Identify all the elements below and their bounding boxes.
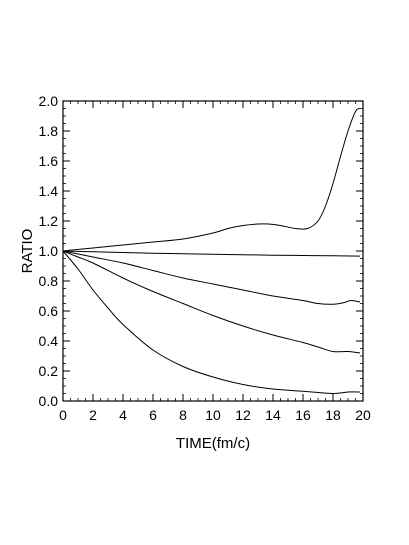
x-tick-label: 2: [89, 407, 97, 423]
minor-ticks: [62, 100, 364, 402]
y-tick-label: 0.0: [39, 393, 59, 409]
tick-labels: 0 2 4 6 8 10 12 14 16 18 20 0.0 0.2 0.4 0.6 0.8 1.0 1.2 1.…: [39, 93, 371, 423]
series-line-5: [62, 250, 361, 395]
series-line-2: [62, 250, 361, 257]
series-line-1: [62, 108, 361, 252]
x-tick-label: 8: [179, 407, 187, 423]
y-axis-label: RATIO: [19, 229, 36, 274]
x-tick-label: 20: [355, 407, 371, 423]
x-tick-label: 18: [325, 407, 341, 423]
y-tick-label: 1.4: [39, 183, 59, 199]
y-tick-label: 0.6: [39, 303, 59, 319]
y-tick-label: 0.4: [39, 333, 59, 349]
x-tick-label: 16: [295, 407, 311, 423]
y-tick-label: 1.8: [39, 123, 59, 139]
y-tick-label: 1.2: [39, 213, 59, 229]
series-line-3: [62, 250, 361, 305]
x-tick-label: 10: [205, 407, 221, 423]
series-line-4: [62, 250, 361, 354]
x-tick-label: 6: [149, 407, 157, 423]
major-ticks: [62, 100, 364, 402]
y-tick-label: 1.0: [39, 243, 59, 259]
y-tick-label: 0.2: [39, 363, 59, 379]
x-tick-label: 0: [59, 407, 67, 423]
y-tick-label: 1.6: [39, 153, 59, 169]
y-tick-label: 0.8: [39, 273, 59, 289]
x-axis-label: TIME(fm/c): [176, 435, 250, 452]
series-lines: [62, 108, 361, 395]
plot-frame: [62, 100, 364, 402]
y-tick-label: 2.0: [39, 93, 59, 109]
x-tick-label: 4: [119, 407, 127, 423]
x-tick-label: 12: [235, 407, 251, 423]
x-tick-label: 14: [265, 407, 281, 423]
